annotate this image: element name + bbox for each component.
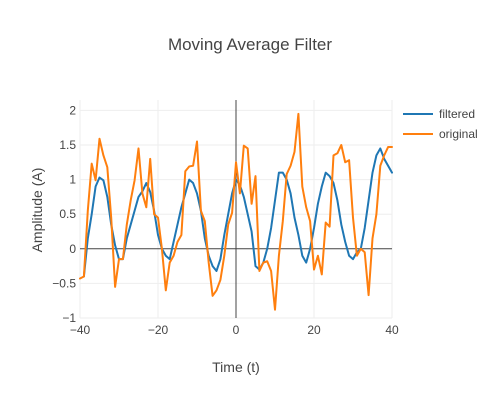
series-line-original — [79, 112, 393, 311]
legend-label: original — [439, 127, 478, 141]
x-tick-label: 40 — [385, 323, 399, 337]
y-tick-label: 0.5 — [59, 207, 76, 221]
legend-item-original[interactable]: original — [403, 127, 478, 141]
x-tick-label: 20 — [307, 323, 321, 337]
x-tick-label: −20 — [148, 323, 169, 337]
y-tick-label: 2 — [69, 103, 76, 117]
y-axis-title: Amplitude (A) — [29, 168, 45, 253]
x-axis-title: Time (t) — [212, 359, 260, 375]
zero-lines — [80, 100, 392, 318]
x-axis-ticks: −40 −20 0 20 40 — [70, 323, 399, 337]
x-tick-label: 0 — [233, 323, 240, 337]
y-tick-label: 1.5 — [59, 138, 76, 152]
chart-title: Moving Average Filter — [168, 35, 332, 54]
x-tick-label: −40 — [70, 323, 91, 337]
y-tick-label: 0 — [69, 242, 76, 256]
y-axis-ticks: −1 −0.5 0 0.5 1 1.5 2 — [52, 103, 76, 325]
y-tick-label: −1 — [62, 311, 76, 325]
legend-item-filtered[interactable]: filtered — [403, 107, 475, 121]
series-layer — [79, 112, 393, 311]
y-tick-label: 1 — [69, 173, 76, 187]
y-tick-label: −0.5 — [52, 276, 76, 290]
legend[interactable]: filtered original — [403, 107, 478, 141]
legend-label: filtered — [439, 107, 475, 121]
